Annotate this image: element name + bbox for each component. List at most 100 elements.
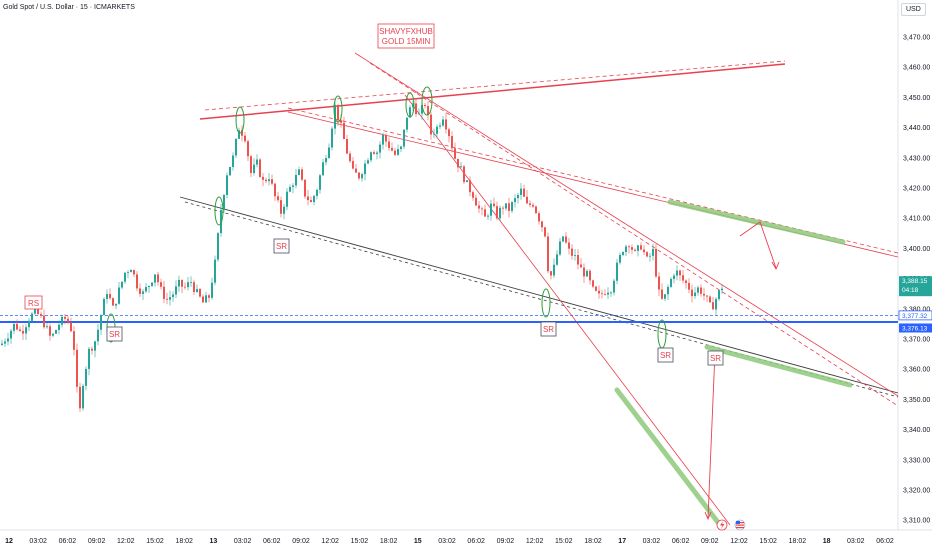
projection-arrow-upper[interactable] (739, 221, 777, 269)
sr-label-box[interactable]: SR (707, 350, 724, 366)
candle-body (61, 316, 63, 325)
candle-body (352, 161, 354, 169)
candle-body (22, 330, 24, 334)
target-zone-upper[interactable] (667, 199, 846, 245)
resistance-trendline[interactable] (199, 63, 786, 120)
time-tick-label: 17 (618, 538, 626, 545)
level-upper-value: 3,377.32 (902, 313, 928, 320)
candle-body (556, 254, 558, 265)
candle-body (70, 322, 72, 332)
price-tick-label: 3,470.00 (903, 35, 930, 42)
candle-body (547, 236, 549, 272)
price-tick-label: 3,330.00 (903, 457, 930, 464)
candle-body (211, 282, 213, 298)
candle-body (595, 286, 597, 291)
candle-body (178, 279, 180, 287)
time-axis[interactable]: 12 03:02 06:02 09:02 12:02 15:02 18:02 13 03:02 0… (5, 538, 894, 545)
candle-body (511, 202, 513, 211)
candle-body (397, 149, 399, 155)
candle-body (214, 259, 216, 283)
time-tick-label: 18:02 (584, 538, 602, 545)
us-flag-icon[interactable] (734, 519, 746, 531)
candle-body (619, 254, 621, 263)
last-price-tag[interactable]: 3,388.15 04:18 (899, 276, 932, 297)
support-trendline[interactable] (179, 196, 899, 394)
swing-circle[interactable] (541, 288, 551, 318)
candle-body (46, 326, 48, 328)
candle-body (187, 282, 189, 288)
descending-trendline-b-solid[interactable] (354, 52, 899, 397)
candle-body (148, 285, 150, 288)
candle-body (700, 287, 702, 294)
candle-body (220, 209, 222, 234)
candle-body (574, 255, 576, 256)
candle-body (715, 299, 717, 310)
candle-body (664, 294, 666, 299)
candle-body (346, 139, 348, 154)
candle-body (451, 136, 453, 149)
candle-body (484, 209, 486, 217)
candle-body (271, 179, 273, 184)
candle-body (592, 280, 594, 287)
swing-circle[interactable] (235, 106, 245, 134)
candle-body (274, 183, 276, 197)
candle-body (568, 242, 570, 249)
target-zone-bottom[interactable] (614, 387, 723, 528)
candle-body (184, 286, 186, 288)
candle-body (34, 307, 36, 314)
candle-body (460, 166, 462, 168)
time-tick-label: 09:02 (292, 538, 310, 545)
time-tick-label: 06:02 (263, 538, 281, 545)
candle-body (232, 155, 234, 167)
time-tick-label: 03:02 (438, 538, 456, 545)
level-tag-lower[interactable]: 3,376.13 (899, 323, 932, 333)
currency-selector[interactable]: USD (901, 3, 926, 16)
candle-body (223, 195, 225, 210)
candle-body (166, 298, 168, 300)
level-tag-upper[interactable]: 3,377.32 (898, 310, 932, 321)
last-price-value: 3,388.15 (902, 278, 928, 285)
swing-circle[interactable] (333, 95, 343, 123)
swing-circle[interactable] (657, 319, 667, 349)
sr-label-box[interactable]: SR (540, 321, 557, 337)
resistance-trendline-dashed[interactable] (204, 60, 786, 111)
time-tick-label: 12:02 (526, 538, 544, 545)
sr-label-box[interactable]: SR (273, 238, 290, 254)
rs-label-box[interactable]: RS (24, 295, 43, 310)
candle-body (406, 117, 408, 130)
candle-body (13, 323, 15, 331)
sr-label-box[interactable]: SR (106, 326, 123, 342)
time-tick-label: 09:02 (497, 538, 515, 545)
sr-label-box[interactable]: SR (657, 347, 674, 363)
candle-body (418, 113, 420, 115)
price-tick-label: 3,430.00 (903, 155, 930, 162)
target-zone-lower[interactable] (704, 344, 853, 388)
candle-body (316, 189, 318, 196)
candle-body (571, 248, 573, 256)
candle-body (409, 107, 411, 118)
candle-body (526, 196, 528, 204)
candle-body (415, 103, 417, 115)
candle-body (583, 267, 585, 277)
candle-body (160, 282, 162, 287)
candle-body (646, 252, 648, 257)
swing-circle[interactable] (214, 196, 224, 226)
candle-body (73, 331, 75, 350)
candle-series[interactable] (1, 98, 723, 413)
price-tick-label: 3,320.00 (903, 488, 930, 495)
price-tick-label: 3,350.00 (903, 397, 930, 404)
candle-body (472, 192, 474, 198)
swing-circle[interactable] (405, 92, 415, 118)
swing-circle[interactable] (421, 86, 433, 116)
candle-body (298, 169, 300, 175)
candle-body (634, 249, 636, 251)
lightning-event-icon[interactable] (716, 519, 728, 531)
watermark-line2: GOLD 15MIN (382, 37, 431, 46)
candle-body (550, 271, 552, 276)
candle-body (319, 175, 321, 190)
descending-trendline-c[interactable] (404, 94, 731, 526)
price-tick-label: 3,340.00 (903, 427, 930, 434)
candle-body (439, 125, 441, 127)
projection-arrow-lower[interactable] (707, 351, 716, 519)
